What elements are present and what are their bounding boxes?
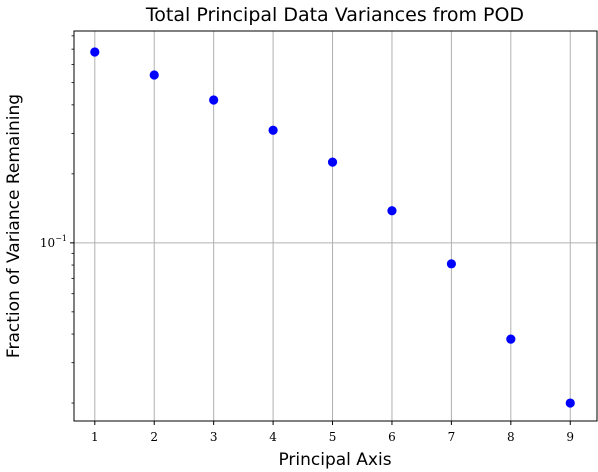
data-point — [506, 334, 516, 344]
x-tick-label: 7 — [448, 430, 456, 444]
data-point — [387, 206, 397, 216]
plot-frame — [73, 30, 598, 422]
x-axis-label: Principal Axis — [278, 450, 391, 470]
x-tick-label: 1 — [91, 430, 99, 444]
x-tick-label: 6 — [388, 430, 396, 444]
x-tick-label: 5 — [329, 430, 337, 444]
data-point — [149, 70, 159, 80]
y-tick-label: 10−1 — [40, 234, 67, 250]
data-point — [327, 157, 338, 167]
axis-ticks: 1 2 3 4 5 6 7 8 9 10−1 — [40, 35, 574, 444]
data-point — [268, 125, 278, 135]
x-tick-label: 8 — [507, 430, 515, 444]
data-point — [209, 95, 219, 105]
x-tick-label: 2 — [150, 430, 158, 444]
y-axis-label: Fraction of Variance Remaining — [4, 94, 24, 358]
grid-lines — [74, 31, 597, 421]
x-tick-label: 3 — [210, 430, 218, 444]
x-tick-label: 9 — [566, 430, 574, 444]
data-points — [90, 47, 575, 408]
chart-title: Total Principal Data Variances from POD — [145, 4, 524, 26]
data-point — [446, 259, 456, 269]
data-point — [90, 47, 100, 57]
data-point — [565, 398, 575, 408]
x-tick-label: 4 — [269, 430, 277, 444]
